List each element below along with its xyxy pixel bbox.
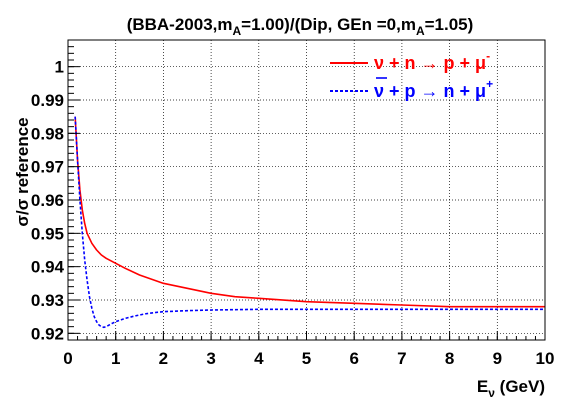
y-tick-label: 0.96 [31,191,64,210]
legend-antineutrino-arrow: → [421,81,439,101]
legend-antineutrino-sup: + [486,77,493,91]
legend-label-neutrino: ν + n → p + μ- [374,49,490,73]
series-line-1 [74,116,545,329]
legend-neutrino-arrow: → [421,53,439,73]
x-tick-label: 6 [349,349,358,368]
legend-antineutrino-nu: ν [374,81,384,101]
legend-antineutrino-lhs: + p [384,81,421,101]
title-part-2: =1.00)/(Dip, GEn =0,m [241,15,416,34]
x-tick-label: 3 [206,349,215,368]
legend-neutrino-rhs: p + μ [439,53,487,73]
x-tick-label: 5 [302,349,311,368]
x-tick-label: 4 [254,349,264,368]
legend-neutrino-lhs: ν + n [374,53,421,73]
y-tick-label: 0.92 [31,324,64,343]
y-axis-title: σ/σ reference [13,117,32,226]
y-tick-label: 0.98 [31,124,64,143]
legend-neutrino-sup: - [486,49,490,63]
x-axis-title-sub: ν [488,386,495,400]
y-tick-label: 1 [55,58,64,77]
x-tick-label: 9 [493,349,502,368]
series-line-0 [74,116,545,308]
x-tick-label: 10 [536,349,555,368]
x-axis-title: Eν (GeV) [477,377,545,400]
y-tick-label: 0.95 [31,224,64,243]
x-axis-title-main: E [477,377,488,396]
chart-title: (BBA-2003,mA=1.00)/(Dip, GEn =0,mA=1.05) [127,15,474,38]
y-tick-label: 0.94 [31,258,65,277]
title-sub-2: A [416,24,425,38]
legend-label-antineutrino: ν + p → n + μ+ [374,77,493,101]
x-tick-label: 8 [445,349,454,368]
title-sub-1: A [233,24,242,38]
x-tick-label: 2 [159,349,168,368]
y-tick-label: 0.99 [31,91,64,110]
legend: ν + n → p + μ- ν + p → n + μ+ [330,49,493,101]
title-part-1: (BBA-2003,m [127,15,233,34]
tick-labels: 0 1 2 3 4 5 6 7 8 9 10 0.92 0.93 0.94 0.95 0.96 0.97 0.98… [31,58,555,368]
grid [68,40,545,340]
series-layer [74,116,545,329]
x-axis-title-unit: (GeV) [495,377,545,396]
legend-antineutrino-rhs: n + μ [439,81,487,101]
y-tick-label: 0.97 [31,158,64,177]
x-tick-label: 7 [397,349,406,368]
x-tick-label: 0 [63,349,72,368]
ticks [67,39,546,341]
x-tick-label: 1 [111,349,120,368]
y-tick-label: 0.93 [31,291,64,310]
title-part-3: =1.05) [425,15,474,34]
